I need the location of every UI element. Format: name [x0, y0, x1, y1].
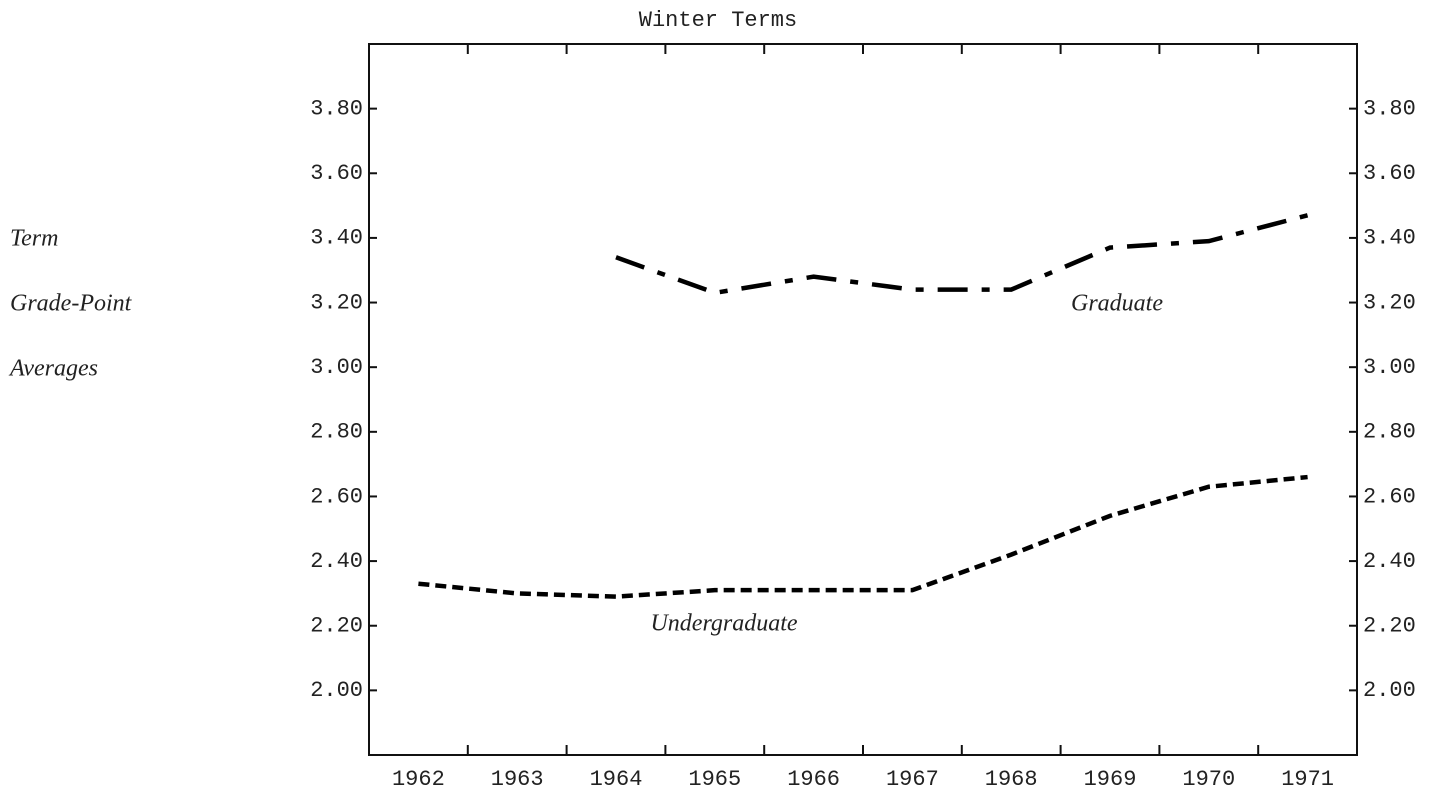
y-tick-label: 2.00	[310, 678, 363, 703]
series-line	[615, 213, 1309, 296]
y2-tick-label: 2.80	[1363, 420, 1416, 445]
y-axis-label: Term	[10, 226, 58, 252]
x-tick-label: 1971	[1281, 767, 1334, 792]
y-tick-label: 2.80	[310, 420, 363, 445]
y-tick-label: 3.40	[310, 226, 363, 251]
series-line	[418, 474, 1308, 599]
y-tick-label: 3.80	[310, 96, 363, 121]
x-tick-label: 1964	[590, 767, 643, 792]
y-axis-label: Averages	[8, 356, 98, 382]
y2-tick-label: 3.60	[1363, 161, 1416, 186]
x-tick-label: 1969	[1084, 767, 1137, 792]
x-tick-label: 1966	[787, 767, 840, 792]
y-tick-label: 2.60	[310, 484, 363, 509]
x-tick-label: 1965	[688, 767, 741, 792]
y-tick-label: 3.00	[310, 355, 363, 380]
x-tick-label: 1967	[886, 767, 939, 792]
y2-tick-label: 3.20	[1363, 290, 1416, 315]
y2-tick-label: 2.00	[1363, 678, 1416, 703]
y2-tick-label: 2.60	[1363, 484, 1416, 509]
chart-title: Winter Terms	[639, 8, 797, 33]
series-label: Undergraduate	[650, 611, 797, 637]
x-tick-label: 1968	[985, 767, 1038, 792]
y2-tick-label: 3.40	[1363, 226, 1416, 251]
x-tick-label: 1962	[392, 767, 445, 792]
series-label: Graduate	[1071, 291, 1163, 317]
y2-tick-label: 3.00	[1363, 355, 1416, 380]
y-tick-label: 3.20	[310, 290, 363, 315]
y2-tick-label: 2.20	[1363, 614, 1416, 639]
plot-frame	[368, 43, 1358, 756]
y-tick-label: 3.60	[310, 161, 363, 186]
x-tick-label: 1963	[491, 767, 544, 792]
x-tick-label: 1970	[1182, 767, 1235, 792]
y-tick-label: 2.20	[310, 614, 363, 639]
y-axis-label: Grade-Point	[10, 291, 133, 317]
y2-tick-label: 2.40	[1363, 549, 1416, 574]
y2-tick-label: 3.80	[1363, 96, 1416, 121]
y-tick-label: 2.40	[310, 549, 363, 574]
